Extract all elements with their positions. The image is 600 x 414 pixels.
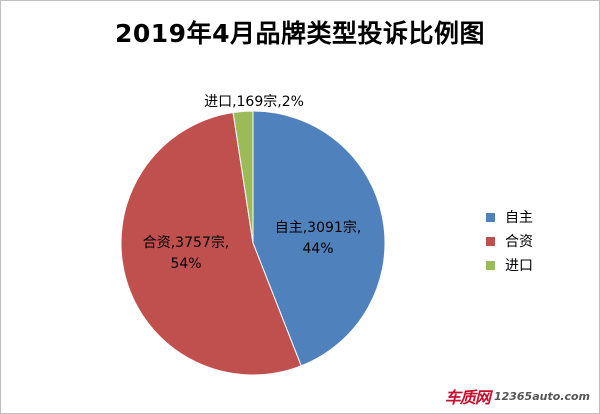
slice-label-hezi: 合资,3757宗, 54% bbox=[143, 235, 230, 272]
legend-item-jinkou: 进口 bbox=[486, 253, 533, 277]
pie-slice-jinkou bbox=[232, 110, 254, 244]
legend-item-zizhu: 自主 bbox=[486, 205, 533, 229]
legend-label-zizhu: 自主 bbox=[505, 210, 533, 226]
watermark: 车质网 12365auto.com bbox=[445, 384, 590, 408]
watermark-url: 12365auto.com bbox=[493, 389, 590, 403]
pie-slice-hezi bbox=[120, 111, 302, 376]
slice-label-zizhu: 自主,3091宗, 44% bbox=[275, 220, 362, 257]
legend-swatch-zizhu bbox=[486, 212, 495, 222]
chart-title: 2019年4月品牌类型投诉比例图 bbox=[115, 19, 485, 48]
legend-label-jinkou: 进口 bbox=[505, 258, 533, 274]
legend-item-hezi: 合资 bbox=[486, 229, 533, 253]
pie-slice-zizhu bbox=[252, 110, 386, 367]
watermark-logo: 车质网 bbox=[444, 388, 491, 407]
slice-label-jinkou: 进口,169宗,2% bbox=[204, 94, 304, 110]
legend-swatch-jinkou bbox=[486, 260, 495, 270]
legend: 自主 合资 进口 bbox=[486, 205, 533, 277]
legend-label-hezi: 合资 bbox=[505, 234, 533, 250]
legend-swatch-hezi bbox=[486, 236, 495, 246]
